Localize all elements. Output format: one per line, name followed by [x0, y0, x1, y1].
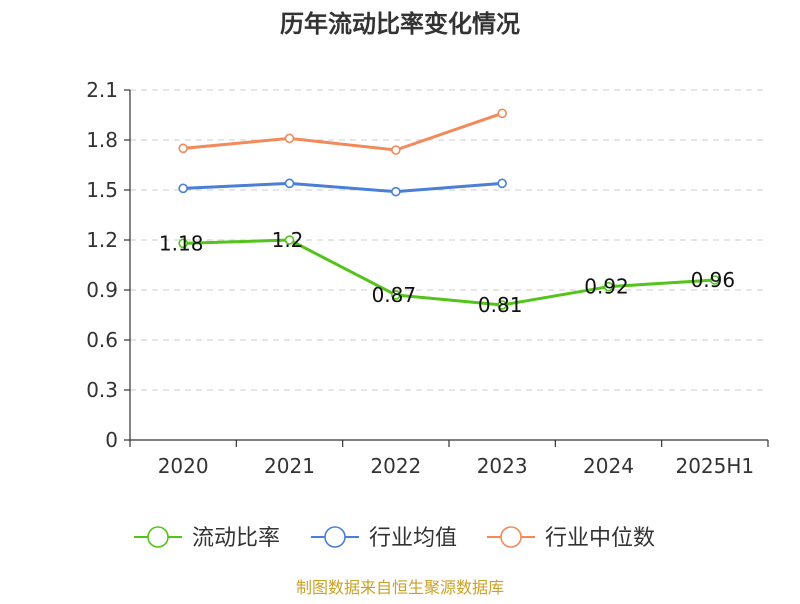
data-point — [603, 281, 614, 292]
y-tick-label: 1.2 — [86, 228, 118, 252]
data-point — [178, 143, 188, 154]
y-tick-label: 0 — [105, 428, 118, 452]
data-label: 0.87 — [372, 283, 417, 307]
series-line — [183, 111, 503, 152]
y-tick-label: 1.8 — [86, 128, 118, 152]
x-tick-label: 2022 — [370, 454, 421, 478]
x-tick-label: 2020 — [158, 454, 209, 478]
x-tick-label: 2024 — [583, 454, 634, 478]
data-point — [178, 183, 188, 194]
legend: 流动比率 行业均值 行业中位数 — [134, 526, 655, 551]
x-tick-label: 2023 — [477, 454, 528, 478]
data-point — [497, 178, 507, 189]
data-label: 0.81 — [478, 293, 523, 317]
y-tick-label: 2.1 — [86, 78, 118, 102]
legend-marker — [500, 526, 522, 548]
legend-label: 行业中位数 — [545, 526, 655, 551]
data-point — [284, 133, 295, 144]
axes: 0 0.3 0.6 0.9 1.2 1.5 1.8 2.1 2020 2021 2022 2023 20… — [86, 78, 769, 478]
chart-title: 历年流动比率变化情况 — [280, 10, 520, 38]
legend-marker — [324, 526, 346, 548]
data-point — [391, 186, 401, 197]
data-point — [497, 108, 507, 119]
gridlines — [130, 89, 768, 391]
data-point — [391, 290, 401, 300]
data-point — [178, 238, 188, 249]
legend-marker — [147, 526, 169, 548]
data-point — [391, 145, 401, 155]
source-note: 制图数据来自恒生聚源数据库 — [296, 578, 504, 597]
data-label: 1.2 — [272, 228, 304, 252]
x-tick-label: 2021 — [264, 454, 315, 478]
y-tick-label: 1.5 — [86, 178, 118, 202]
series-line — [183, 238, 715, 307]
data-label: 0.96 — [691, 268, 736, 292]
data-point — [710, 275, 720, 285]
data-point — [284, 235, 295, 245]
data-point — [284, 178, 295, 189]
series-line — [183, 181, 503, 194]
y-tick-label: 0.9 — [86, 278, 118, 302]
legend-label: 行业均值 — [369, 526, 457, 551]
y-tick-label: 0.6 — [86, 328, 118, 352]
data-label: 0.92 — [584, 275, 629, 299]
data-labels: 1.18 1.2 0.87 0.81 0.92 0.96 — [159, 228, 735, 317]
y-tick-label: 0.3 — [86, 378, 118, 402]
x-tick-label: 2025H1 — [675, 454, 754, 478]
series — [178, 108, 720, 310]
data-point — [497, 300, 507, 310]
data-label: 1.18 — [159, 231, 204, 255]
legend-label: 流动比率 — [192, 526, 280, 551]
